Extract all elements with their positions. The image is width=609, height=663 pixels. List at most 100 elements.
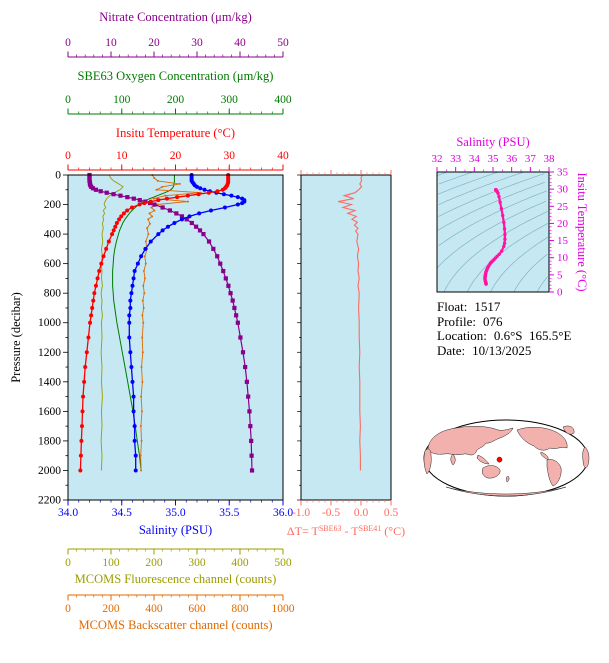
pressure-tick-label: 1200 <box>38 347 61 359</box>
salinity-axis-title: Salinity (PSU) <box>139 523 212 537</box>
oxygen-tick-label: 400 <box>274 94 292 106</box>
profile-row: Profile: 076 <box>437 313 571 330</box>
pressure-axis-title: Pressure (decibar) <box>9 292 23 383</box>
ts-salinity-tick-label: 33 <box>450 153 462 165</box>
ts-salinity-tick-label: 35 <box>488 153 500 165</box>
sigma-contour <box>536 276 548 293</box>
salinity-tick-label: 34.0 <box>58 507 78 519</box>
delta-plot-area <box>301 175 391 500</box>
profiles-plot-area <box>68 175 283 500</box>
ts-temperature-tick-label: 5 <box>557 269 563 281</box>
pressure-tick-label: 2200 <box>38 495 61 507</box>
pressure-tick-label: 2000 <box>38 465 61 477</box>
fluorescence-profile-line <box>100 174 124 471</box>
pressure-tick-label: 1400 <box>38 376 61 388</box>
ts-salinity-tick-label: 38 <box>544 153 556 165</box>
salinity-tick-label: 34.5 <box>112 507 132 519</box>
pressure-tick-label: 0 <box>55 170 61 182</box>
float-id-row: Float: 1517 <box>437 299 571 315</box>
ts-temperature-tick-label: 35 <box>557 167 569 179</box>
date-row: Date: 10/13/2025 <box>437 342 571 359</box>
pressure-tick-label: 800 <box>44 288 62 300</box>
nitrate-axis-title: Nitrate Concentration (μm/kg) <box>99 10 252 24</box>
sigma-contour <box>437 171 448 176</box>
temperature-tick-label: 0 <box>65 150 71 162</box>
continent-africa-west-edge <box>423 448 432 475</box>
profile-label: Profile: <box>437 313 476 329</box>
continent-south-america <box>546 459 562 487</box>
date-value: 10/13/2025 <box>472 342 532 358</box>
float-location-marker <box>496 456 503 463</box>
temperature-tick-label: 30 <box>224 150 236 162</box>
ts-temperature-tick-label: 0 <box>557 287 563 299</box>
delta-t-line <box>338 174 363 471</box>
profiles-plot-frame <box>67 174 284 501</box>
sigma-contour <box>437 171 499 195</box>
fluorescence-tick-label: 500 <box>274 557 292 569</box>
sigma-contour <box>438 171 525 205</box>
temperature-tick-label: 10 <box>116 150 128 162</box>
backscatter-tick-label: 0 <box>65 603 71 615</box>
backscatter-tick-label: 200 <box>102 603 120 615</box>
fluorescence-tick-label: 300 <box>188 557 206 569</box>
fluorescence-axis-title: MCOMS Fluorescence channel (counts) <box>75 572 277 586</box>
pressure-tick-label: 200 <box>44 199 62 211</box>
location-row: Location: 0.6°S 165.5°E <box>437 328 571 344</box>
delta-tick-label: -0.5 <box>322 507 340 519</box>
fluorescence-tick-label: 100 <box>102 557 120 569</box>
oxygen-tick-label: 200 <box>167 94 185 106</box>
sigma-contour <box>438 173 545 217</box>
continent-greenland <box>562 425 575 435</box>
salinity-tick-label: 36.0 <box>273 507 293 519</box>
location-label: Location: <box>437 328 487 343</box>
fluorescence-tick-label: 400 <box>231 557 249 569</box>
sigma-contour <box>490 236 549 293</box>
continent-antarctica <box>445 486 567 497</box>
continent-new-zealand <box>506 475 510 483</box>
backscatter-tick-label: 1000 <box>272 603 295 615</box>
fluorescence-tick-label: 200 <box>145 557 163 569</box>
ts-temperature-axis-title: Insitu Temperature (°C) <box>575 172 589 291</box>
date-label: Date: <box>437 342 466 358</box>
float-value: 1517 <box>474 299 501 314</box>
continent-central-america <box>540 451 549 461</box>
continent-southeast-asia <box>476 454 490 465</box>
ts-temperature-tick-label: 25 <box>557 201 569 213</box>
ts-temperature-tick-label: 20 <box>557 218 569 230</box>
world-map <box>423 419 590 497</box>
nitrate-tick-label: 40 <box>234 37 246 49</box>
ts-salinity-tick-label: 37 <box>525 153 537 165</box>
nitrate-tick-label: 10 <box>105 37 117 49</box>
continent-north-america <box>516 427 568 451</box>
float-info: Float: 1517 Profile: 076 Location: 0.6°S 16… <box>437 299 571 359</box>
temperature-tick-label: 40 <box>277 150 289 162</box>
pressure-tick-label: 400 <box>44 229 62 241</box>
backscatter-tick-label: 600 <box>188 603 206 615</box>
sigma-contour <box>438 190 548 246</box>
ts-salinity-tick-label: 32 <box>432 153 443 165</box>
oxygen-tick-label: 300 <box>221 94 239 106</box>
pressure-tick-label: 1800 <box>38 435 61 447</box>
delta-tick-label: 0.0 <box>354 507 369 519</box>
backscatter-tick-label: 400 <box>145 603 163 615</box>
pressure-tick-label: 1000 <box>38 317 61 329</box>
ts-salinity-tick-label: 36 <box>506 153 518 165</box>
fluorescence-tick-label: 0 <box>65 557 71 569</box>
delta-tick-label: -1.0 <box>292 507 310 519</box>
ts-temperature-tick-label: 10 <box>557 252 569 264</box>
sigma-contour <box>513 254 548 293</box>
pressure-tick-label: 600 <box>44 258 62 270</box>
nitrate-tick-label: 30 <box>191 37 203 49</box>
map-continents <box>423 425 590 497</box>
oxygen-profile-line <box>112 175 175 471</box>
nitrate-tick-label: 0 <box>65 37 71 49</box>
delta-axis-title: ΔT= TSBE63 - TSBE41 (°C) <box>287 524 405 538</box>
salinity-tick-label: 35.0 <box>165 507 185 519</box>
ts-temperature-tick-label: 30 <box>557 184 569 196</box>
continent-africa-east-edge <box>582 446 590 468</box>
salinity-tick-label: 35.5 <box>219 507 239 519</box>
sigma-contour <box>438 171 474 185</box>
sigma-contour <box>436 200 547 269</box>
oxygen-axis-title: SBE63 Oxygen Concentration (μm/kg) <box>78 69 274 83</box>
